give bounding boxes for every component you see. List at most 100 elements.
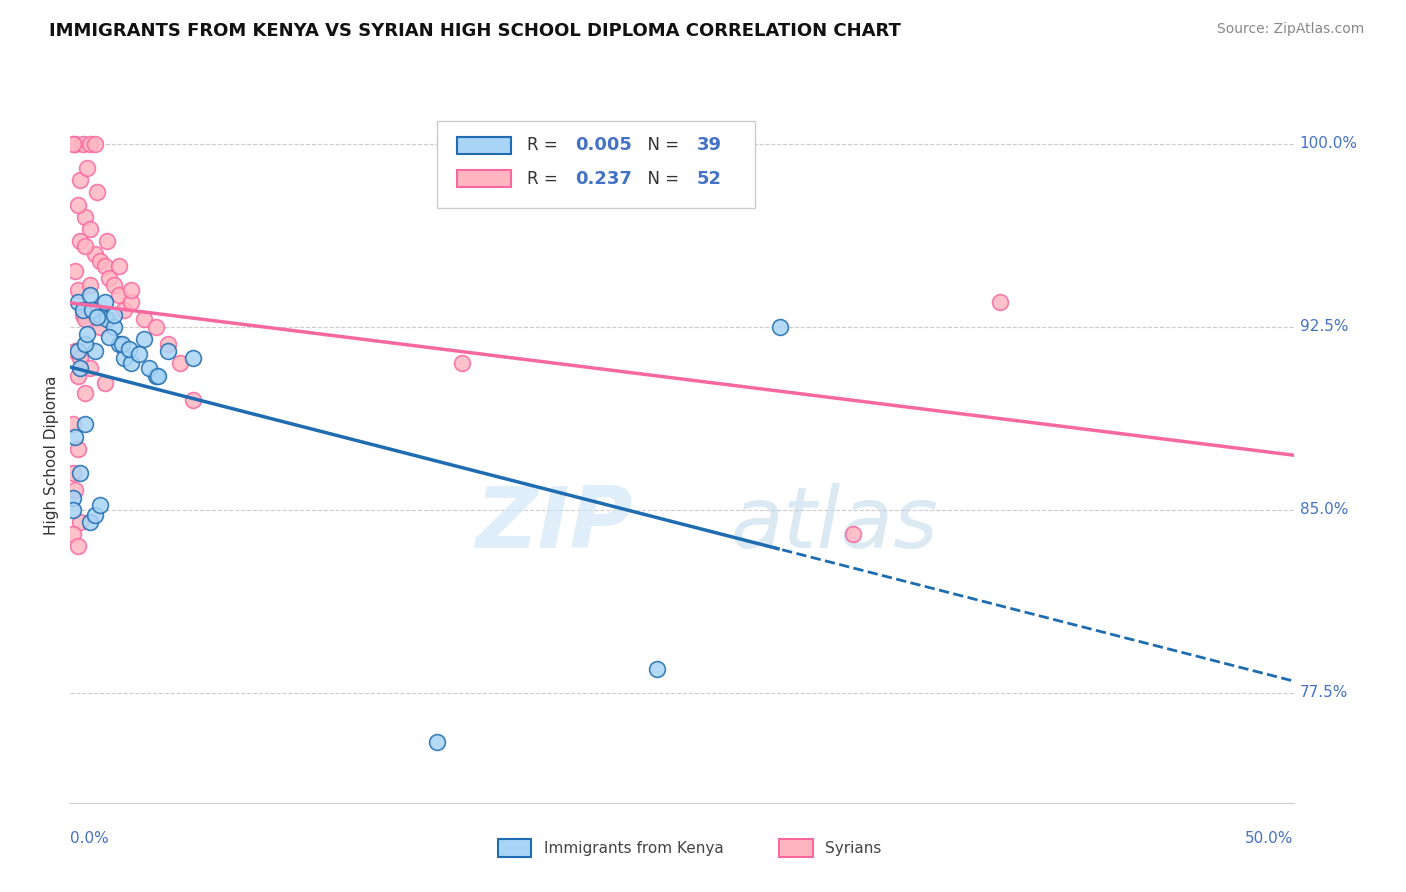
Point bbox=[98, 329, 121, 343]
Point bbox=[73, 239, 96, 253]
Point bbox=[62, 136, 84, 151]
Point bbox=[66, 344, 89, 359]
Point bbox=[103, 278, 125, 293]
Point bbox=[73, 312, 96, 326]
Point bbox=[93, 295, 115, 310]
Point bbox=[148, 368, 170, 383]
Point bbox=[112, 302, 135, 317]
Point bbox=[83, 136, 105, 151]
Point bbox=[62, 503, 84, 517]
Point bbox=[63, 483, 86, 498]
Point bbox=[79, 222, 101, 236]
Point bbox=[988, 295, 1011, 310]
Text: 0.0%: 0.0% bbox=[70, 830, 110, 846]
Point bbox=[647, 661, 669, 675]
Point bbox=[76, 161, 98, 175]
Point bbox=[62, 491, 84, 505]
Text: 52: 52 bbox=[696, 169, 721, 187]
Point bbox=[83, 344, 105, 359]
Point bbox=[83, 508, 105, 522]
Point bbox=[128, 346, 150, 360]
Point bbox=[66, 197, 89, 211]
Point bbox=[89, 498, 111, 512]
FancyBboxPatch shape bbox=[779, 839, 813, 857]
Point bbox=[63, 136, 86, 151]
Text: R =: R = bbox=[527, 136, 562, 154]
Point bbox=[66, 368, 89, 383]
FancyBboxPatch shape bbox=[457, 137, 510, 153]
Point bbox=[426, 735, 449, 749]
Point bbox=[118, 342, 141, 356]
Text: 50.0%: 50.0% bbox=[1246, 830, 1294, 846]
Point bbox=[79, 515, 101, 529]
Text: 92.5%: 92.5% bbox=[1299, 319, 1348, 334]
Text: Syrians: Syrians bbox=[825, 841, 882, 855]
Point bbox=[103, 308, 125, 322]
Text: R =: R = bbox=[527, 169, 562, 187]
Point bbox=[79, 288, 101, 302]
Point bbox=[181, 351, 204, 366]
Point bbox=[69, 235, 91, 249]
Text: 85.0%: 85.0% bbox=[1299, 502, 1348, 517]
Point bbox=[72, 302, 94, 317]
Text: 39: 39 bbox=[696, 136, 721, 154]
Point bbox=[138, 361, 160, 376]
Point bbox=[132, 312, 155, 326]
Point bbox=[98, 271, 121, 285]
Point bbox=[62, 417, 84, 432]
Point bbox=[63, 263, 86, 277]
Point bbox=[73, 417, 96, 432]
Text: 100.0%: 100.0% bbox=[1299, 136, 1358, 151]
Point bbox=[93, 259, 115, 273]
FancyBboxPatch shape bbox=[437, 121, 755, 208]
Point bbox=[76, 327, 98, 342]
Point bbox=[62, 467, 84, 481]
Point bbox=[103, 319, 125, 334]
Text: 77.5%: 77.5% bbox=[1299, 685, 1348, 700]
Point bbox=[157, 336, 180, 351]
Text: N =: N = bbox=[637, 169, 685, 187]
Text: Immigrants from Kenya: Immigrants from Kenya bbox=[544, 841, 724, 855]
Text: atlas: atlas bbox=[731, 483, 939, 566]
Point bbox=[86, 186, 108, 200]
Point bbox=[83, 246, 105, 260]
Point bbox=[63, 429, 86, 443]
Point bbox=[96, 312, 118, 326]
Point bbox=[66, 540, 89, 554]
Point bbox=[769, 319, 792, 334]
Point bbox=[108, 288, 131, 302]
Point bbox=[450, 356, 472, 370]
Point bbox=[157, 344, 180, 359]
Text: 0.237: 0.237 bbox=[575, 169, 633, 187]
Point bbox=[111, 336, 134, 351]
Point bbox=[842, 527, 865, 541]
Point bbox=[93, 376, 115, 390]
Point bbox=[145, 368, 167, 383]
Point bbox=[132, 332, 155, 346]
Point bbox=[72, 308, 94, 322]
Point bbox=[169, 356, 191, 370]
Y-axis label: High School Diploma: High School Diploma bbox=[44, 376, 59, 534]
Point bbox=[121, 295, 143, 310]
Point bbox=[86, 310, 108, 324]
Point bbox=[69, 361, 91, 376]
Point bbox=[73, 336, 96, 351]
Point bbox=[108, 259, 131, 273]
Point bbox=[66, 295, 89, 310]
Point bbox=[96, 235, 118, 249]
Point bbox=[66, 283, 89, 297]
Point bbox=[181, 392, 204, 407]
Point bbox=[89, 319, 111, 334]
Point bbox=[121, 356, 143, 370]
Point bbox=[73, 385, 96, 400]
Point bbox=[108, 336, 131, 351]
FancyBboxPatch shape bbox=[457, 170, 510, 187]
Text: ZIP: ZIP bbox=[475, 483, 633, 566]
Text: N =: N = bbox=[637, 136, 685, 154]
Point bbox=[72, 136, 94, 151]
Point bbox=[66, 442, 89, 456]
Point bbox=[69, 467, 91, 481]
Point bbox=[73, 210, 96, 224]
Point bbox=[121, 283, 143, 297]
Point bbox=[63, 344, 86, 359]
